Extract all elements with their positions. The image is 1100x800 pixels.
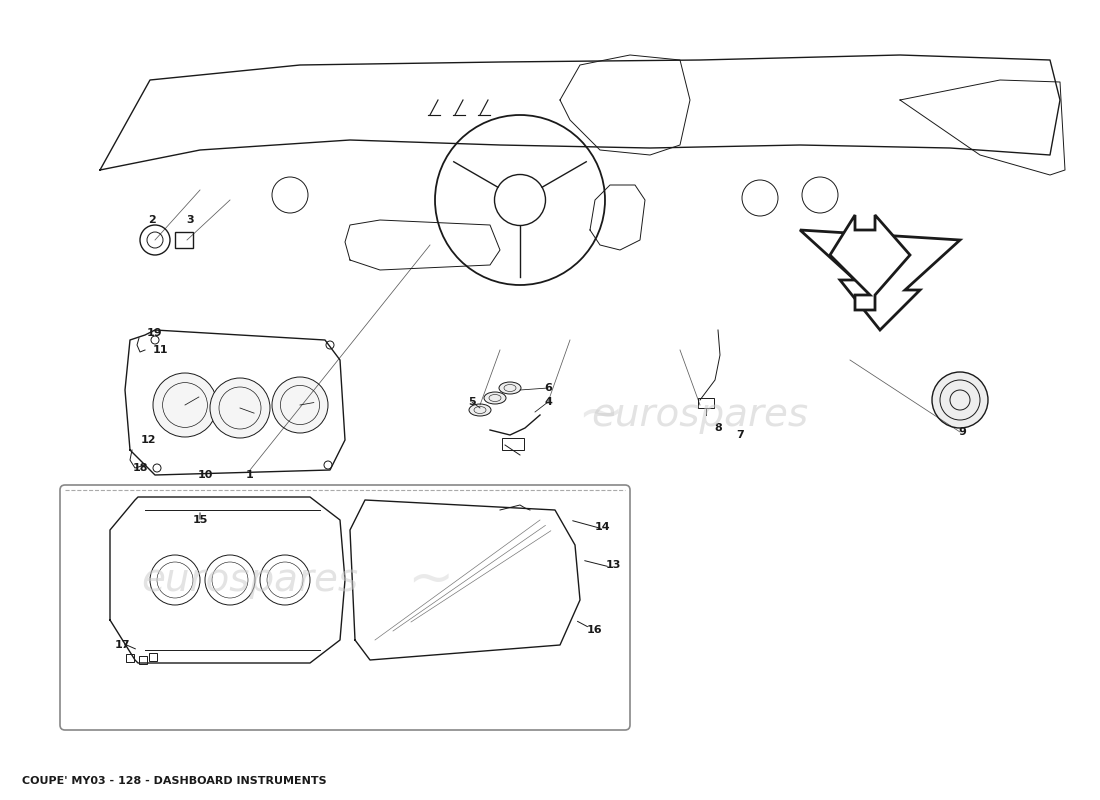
Ellipse shape xyxy=(469,404,491,416)
Text: 18: 18 xyxy=(132,463,147,473)
Ellipse shape xyxy=(484,392,506,404)
Bar xyxy=(126,654,134,662)
Text: 17: 17 xyxy=(114,640,130,650)
Circle shape xyxy=(210,378,270,438)
Text: 12: 12 xyxy=(141,435,156,445)
Circle shape xyxy=(932,372,988,428)
Text: 13: 13 xyxy=(605,560,620,570)
Text: 3: 3 xyxy=(186,215,194,225)
Text: 11: 11 xyxy=(152,345,167,355)
Text: 9: 9 xyxy=(958,427,966,437)
Text: 5: 5 xyxy=(469,397,476,407)
Text: 2: 2 xyxy=(148,215,156,225)
Text: eurospares: eurospares xyxy=(142,561,359,599)
Text: 6: 6 xyxy=(544,383,552,393)
Text: eurospares: eurospares xyxy=(592,396,808,434)
Text: 8: 8 xyxy=(714,423,722,433)
Ellipse shape xyxy=(499,382,521,394)
Polygon shape xyxy=(830,215,910,310)
Text: ~: ~ xyxy=(407,553,453,607)
Circle shape xyxy=(272,377,328,433)
Text: 16: 16 xyxy=(587,625,603,635)
Text: 4: 4 xyxy=(544,397,552,407)
Bar xyxy=(502,438,524,450)
Text: ~: ~ xyxy=(576,388,624,442)
Bar xyxy=(139,656,147,664)
Bar xyxy=(698,398,714,408)
Bar xyxy=(148,653,157,661)
Text: 15: 15 xyxy=(192,515,208,525)
Text: 10: 10 xyxy=(197,470,212,480)
Text: 14: 14 xyxy=(594,522,609,532)
Text: 7: 7 xyxy=(736,430,744,440)
Text: 19: 19 xyxy=(147,328,163,338)
Bar xyxy=(175,232,192,248)
Text: COUPE' MY03 - 128 - DASHBOARD INSTRUMENTS: COUPE' MY03 - 128 - DASHBOARD INSTRUMENT… xyxy=(22,776,327,786)
Circle shape xyxy=(153,373,217,437)
Text: 1: 1 xyxy=(246,470,254,480)
